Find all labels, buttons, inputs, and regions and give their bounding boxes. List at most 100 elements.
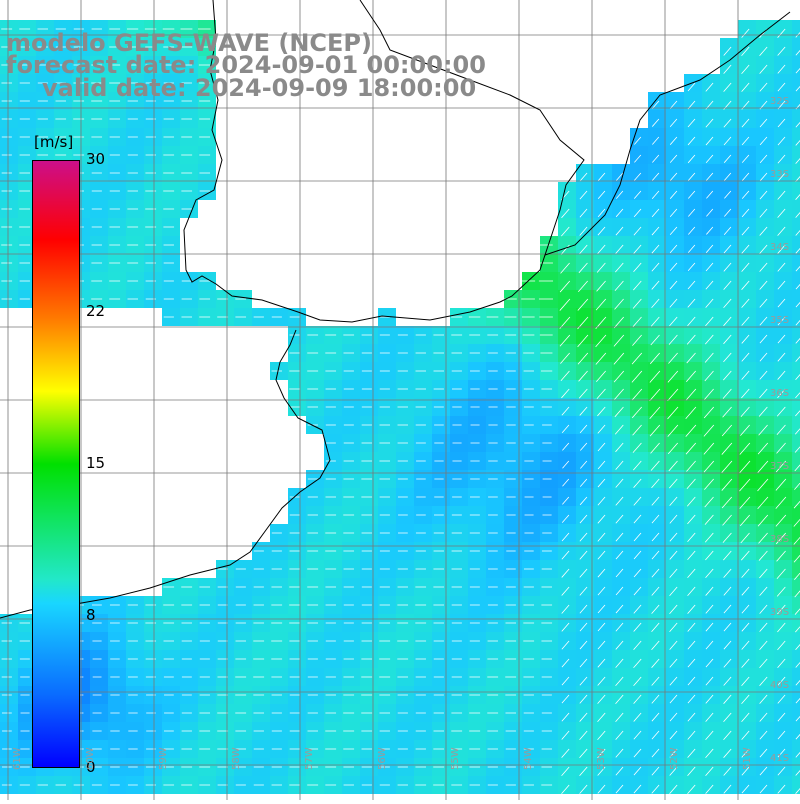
wind-cell xyxy=(576,380,594,398)
wind-cell xyxy=(720,542,738,560)
wind-cell xyxy=(612,344,630,362)
wind-cell xyxy=(666,704,684,722)
wind-cell xyxy=(648,398,666,416)
wind-cell xyxy=(594,308,612,326)
wind-cell xyxy=(684,164,702,182)
wind-cell xyxy=(558,236,576,254)
wind-cell xyxy=(612,380,630,398)
wind-cell xyxy=(648,758,666,776)
wind-cell xyxy=(702,740,720,758)
wind-cell xyxy=(720,344,738,362)
wind-cell xyxy=(684,434,702,452)
wind-cell xyxy=(720,434,738,452)
wind-cell xyxy=(756,290,774,308)
wind-cell xyxy=(576,632,594,650)
wind-cell xyxy=(558,452,576,470)
wind-cell xyxy=(594,290,612,308)
wind-cell xyxy=(702,164,720,182)
wind-cell xyxy=(684,578,702,596)
wind-cell xyxy=(720,560,738,578)
colorbar-tick: 8 xyxy=(86,606,96,624)
wind-cell xyxy=(612,218,630,236)
wind-cell xyxy=(702,632,720,650)
wind-cell xyxy=(702,272,720,290)
wind-cell xyxy=(648,614,666,632)
wind-cell xyxy=(630,218,648,236)
wind-cell xyxy=(792,182,800,200)
wind-cell xyxy=(720,164,738,182)
wind-cell xyxy=(738,596,756,614)
wind-cell xyxy=(594,704,612,722)
wind-cell xyxy=(648,416,666,434)
wind-cell xyxy=(792,398,800,416)
wind-cell xyxy=(684,560,702,578)
wind-cell xyxy=(612,452,630,470)
wind-cell xyxy=(666,164,684,182)
wind-cell xyxy=(738,776,756,794)
wind-cell xyxy=(702,668,720,686)
wind-cell xyxy=(630,668,648,686)
wind-cell xyxy=(648,578,666,596)
wind-cell xyxy=(576,524,594,542)
wind-cell xyxy=(774,200,792,218)
wind-cell xyxy=(612,650,630,668)
wind-cell xyxy=(612,668,630,686)
wind-cell xyxy=(648,452,666,470)
wind-cell xyxy=(720,182,738,200)
wind-cell xyxy=(648,326,666,344)
wind-cell xyxy=(774,722,792,740)
wind-cell xyxy=(738,524,756,542)
wind-cell xyxy=(738,290,756,308)
wind-cell xyxy=(558,308,576,326)
wind-cell xyxy=(684,542,702,560)
wind-cell xyxy=(630,758,648,776)
wind-cell xyxy=(738,272,756,290)
wind-cell xyxy=(558,524,576,542)
wind-cell xyxy=(594,362,612,380)
wind-cell xyxy=(558,326,576,344)
wind-cell xyxy=(612,326,630,344)
wind-cell xyxy=(648,182,666,200)
wind-cell xyxy=(666,254,684,272)
wind-cell xyxy=(630,308,648,326)
wind-cell xyxy=(792,632,800,650)
wind-cell xyxy=(666,272,684,290)
wind-cell xyxy=(666,776,684,794)
wind-cell xyxy=(594,164,612,182)
colorbar xyxy=(32,160,80,768)
wind-cell xyxy=(576,506,594,524)
wind-cell xyxy=(594,398,612,416)
wind-cell xyxy=(702,524,720,542)
wind-cell xyxy=(576,236,594,254)
wind-cell xyxy=(666,614,684,632)
wind-cell xyxy=(666,218,684,236)
wind-cell xyxy=(666,488,684,506)
wind-cell xyxy=(738,308,756,326)
wind-cell xyxy=(630,506,648,524)
wind-cell xyxy=(720,668,738,686)
wind-cell xyxy=(594,632,612,650)
wind-cell xyxy=(594,542,612,560)
wind-cell xyxy=(684,614,702,632)
wind-cell xyxy=(738,326,756,344)
wind-cell xyxy=(648,272,666,290)
wind-cell xyxy=(594,272,612,290)
wind-cell xyxy=(576,452,594,470)
wind-cell xyxy=(630,542,648,560)
wind-cell xyxy=(630,380,648,398)
wind-cell xyxy=(594,668,612,686)
wind-cell xyxy=(774,290,792,308)
latitude-label: 38S xyxy=(770,534,789,545)
wind-cell xyxy=(576,272,594,290)
wind-cell xyxy=(792,290,800,308)
latitude-label: 36S xyxy=(770,388,789,399)
wind-cell xyxy=(684,416,702,434)
wind-cell xyxy=(612,542,630,560)
wind-cell xyxy=(576,200,594,218)
wind-cell xyxy=(576,308,594,326)
wind-cell xyxy=(666,326,684,344)
wind-cell xyxy=(558,344,576,362)
wind-cell xyxy=(720,290,738,308)
wind-cell xyxy=(558,560,576,578)
wind-cell xyxy=(684,776,702,794)
